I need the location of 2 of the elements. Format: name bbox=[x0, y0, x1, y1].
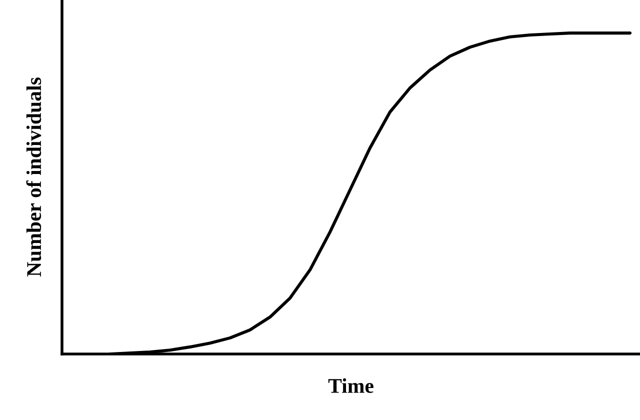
y-axis-title: Number of individuals bbox=[26, 78, 42, 277]
x-axis-title: Time bbox=[328, 378, 374, 393]
